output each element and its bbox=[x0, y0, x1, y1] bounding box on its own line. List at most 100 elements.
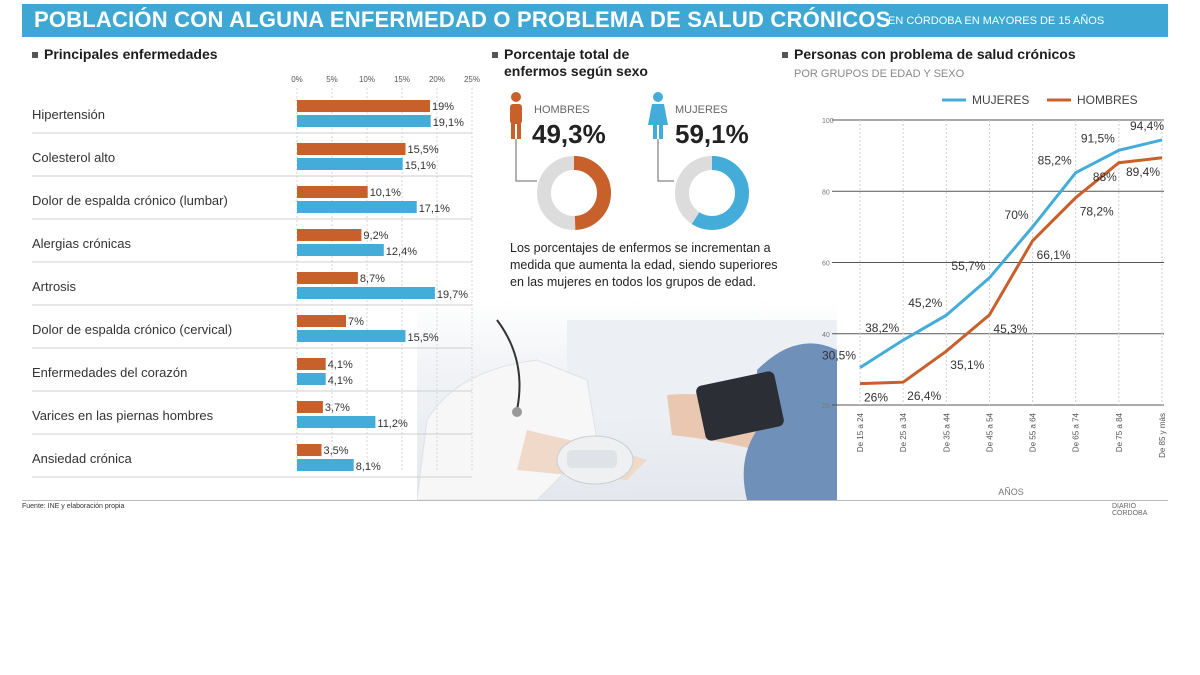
bar-chart: 0% 5% 10% 15% 20% 25% Hipertensión 19% 19,1% Col… bbox=[32, 75, 480, 478]
man-icon bbox=[510, 92, 522, 139]
line-x-tick: De 55 a 64 bbox=[1029, 412, 1038, 452]
bar-mujeres bbox=[297, 330, 406, 342]
bar-category-label: Hipertensión bbox=[32, 107, 105, 122]
pie-chart: HOMBRES 49,3% MUJERES 59,1% bbox=[510, 92, 749, 230]
footer-divider bbox=[22, 500, 1168, 501]
connector-line bbox=[515, 139, 537, 182]
bar-mujeres bbox=[297, 416, 376, 428]
line-x-tick: De 45 a 54 bbox=[985, 412, 994, 452]
bar-hombres bbox=[297, 143, 406, 155]
line-value-label: 85,2% bbox=[1038, 154, 1072, 168]
bar-category-label: Varices en las piernas hombres bbox=[32, 408, 214, 423]
line-value-label: 26,4% bbox=[907, 389, 941, 403]
bar-hombres bbox=[297, 444, 322, 456]
bar-value-label: 15,5% bbox=[408, 144, 439, 156]
mujeres-value: 59,1% bbox=[675, 119, 749, 149]
donut-hombres bbox=[537, 156, 611, 230]
hombres-value: 49,3% bbox=[532, 119, 606, 149]
page-title: POBLACIÓN CON ALGUNA ENFERMEDAD O PROBLE… bbox=[34, 7, 891, 32]
bar-value-label: 12,4% bbox=[386, 246, 417, 258]
line-x-axis-label: AÑOS bbox=[998, 487, 1024, 497]
bar-value-label: 19% bbox=[432, 101, 454, 113]
bar-category-label: Alergias crónicas bbox=[32, 236, 131, 251]
bar-hombres bbox=[297, 100, 430, 112]
bar-mujeres bbox=[297, 244, 384, 256]
line-y-tick: 40 bbox=[822, 332, 830, 339]
line-y-tick: 80 bbox=[822, 189, 830, 196]
pie-section-title: Porcentaje total de enfermos según sexo bbox=[492, 46, 648, 80]
line-x-tick: De 85 y más bbox=[1158, 413, 1167, 458]
bar-mujeres bbox=[297, 158, 403, 170]
line-value-label: 30,5% bbox=[822, 349, 856, 363]
line-chart-subtitle: POR GRUPOS DE EDAD Y SEXO bbox=[794, 68, 965, 80]
bar-mujeres bbox=[297, 201, 417, 213]
bar-category-label: Dolor de espalda crónico (cervical) bbox=[32, 322, 232, 337]
donut-mujeres bbox=[675, 156, 749, 230]
bar-hombres bbox=[297, 272, 358, 284]
bar-value-label: 9,2% bbox=[363, 230, 388, 242]
bar-axis-tick: 0% bbox=[291, 75, 303, 84]
line-x-tick: De 25 a 34 bbox=[899, 412, 908, 452]
line-value-label: 70% bbox=[1005, 208, 1029, 222]
bar-category-label: Colesterol alto bbox=[32, 150, 115, 165]
bar-value-label: 10,1% bbox=[370, 187, 401, 199]
line-chart-title: Personas con problema de salud crónicos bbox=[794, 46, 1076, 62]
bar-category-label: Ansiedad crónica bbox=[32, 451, 132, 466]
bar-category-label: Enfermedades del corazón bbox=[32, 365, 187, 380]
pie-note: Los porcentajes de enfermos se increment… bbox=[510, 241, 778, 289]
footer-credit: DIARIO CÓRDOBA bbox=[1112, 503, 1148, 517]
bar-mujeres bbox=[297, 459, 354, 471]
bar-category-label: Artrosis bbox=[32, 279, 77, 294]
hombres-label: HOMBRES bbox=[534, 104, 590, 116]
line-value-label: 45,3% bbox=[993, 322, 1027, 336]
bar-mujeres bbox=[297, 287, 435, 299]
doctor-illustration bbox=[417, 300, 837, 500]
bar-value-label: 3,5% bbox=[324, 445, 349, 457]
title-bar: POBLACIÓN CON ALGUNA ENFERMEDAD O PROBLE… bbox=[22, 4, 1168, 37]
footer-source: Fuente: INE y elaboración propia bbox=[22, 503, 125, 510]
bar-axis-tick: 25% bbox=[464, 75, 480, 84]
page-subtitle: EN CÓRDOBA EN MAYORES DE 15 AÑOS bbox=[888, 15, 1105, 27]
line-value-label: 88% bbox=[1093, 170, 1117, 184]
bar-value-label: 15,1% bbox=[405, 160, 436, 172]
infographic: POBLACIÓN CON ALGUNA ENFERMEDAD O PROBLE… bbox=[22, 0, 1168, 517]
bullet-icon bbox=[492, 52, 498, 59]
bar-mujeres bbox=[297, 373, 326, 385]
line-x-tick: De 65 a 74 bbox=[1072, 412, 1081, 452]
line-x-tick: De 15 a 24 bbox=[856, 412, 865, 452]
line-value-label: 94,4% bbox=[1130, 119, 1164, 133]
woman-icon bbox=[648, 92, 668, 139]
bar-axis-tick: 15% bbox=[394, 75, 410, 84]
bar-hombres bbox=[297, 401, 323, 413]
bar-value-label: 7% bbox=[348, 316, 364, 328]
bar-hombres bbox=[297, 358, 326, 370]
bar-hombres bbox=[297, 315, 346, 327]
bar-mujeres bbox=[297, 115, 431, 127]
bar-value-label: 19,7% bbox=[437, 289, 468, 301]
bar-value-label: 19,1% bbox=[433, 117, 464, 129]
bar-value-label: 4,1% bbox=[328, 375, 353, 387]
line-x-tick: De 75 a 84 bbox=[1115, 412, 1124, 452]
line-section-title: Personas con problema de salud crónicos bbox=[782, 46, 1076, 62]
bar-section-title: Principales enfermedades bbox=[32, 46, 218, 62]
line-value-label: 35,1% bbox=[950, 358, 984, 372]
connector-line bbox=[657, 139, 674, 182]
line-series-hombres bbox=[859, 156, 1163, 386]
legend-label: HOMBRES bbox=[1077, 93, 1138, 107]
bar-value-label: 3,7% bbox=[325, 402, 350, 414]
line-x-tick: De 35 a 44 bbox=[942, 412, 951, 452]
bar-chart-title: Principales enfermedades bbox=[44, 46, 218, 62]
line-value-label: 91,5% bbox=[1081, 131, 1115, 145]
line-series-mujeres bbox=[859, 138, 1163, 369]
bar-axis-tick: 10% bbox=[359, 75, 375, 84]
pie-title-line2: enfermos según sexo bbox=[504, 63, 648, 79]
bar-value-label: 8,1% bbox=[356, 461, 381, 473]
bar-value-label: 15,5% bbox=[408, 332, 439, 344]
bullet-icon bbox=[782, 52, 788, 59]
line-y-tick: 60 bbox=[822, 261, 830, 268]
line-value-label: 26% bbox=[864, 391, 888, 405]
bar-value-label: 4,1% bbox=[328, 359, 353, 371]
bar-axis-tick: 20% bbox=[429, 75, 445, 84]
line-value-label: 55,7% bbox=[951, 259, 985, 273]
line-y-tick: 100 bbox=[822, 118, 834, 125]
